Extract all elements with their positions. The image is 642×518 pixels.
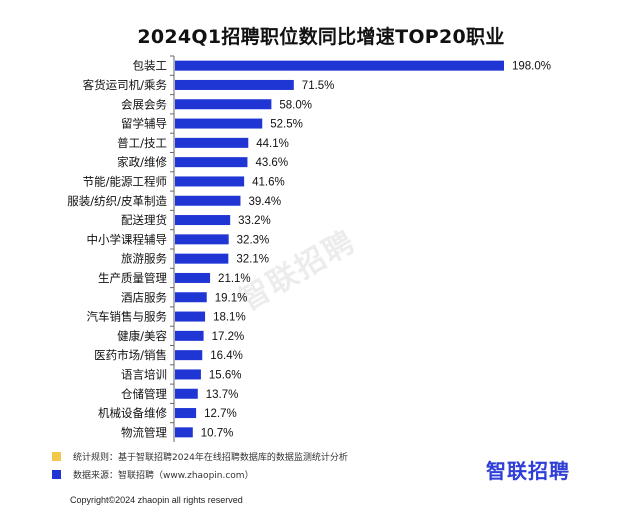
note-stat-rule-text: 统计规则：基于智联招聘2024年在线招聘数据库的数据监测统计分析 <box>73 453 348 463</box>
value-label: 17.2% <box>212 331 245 343</box>
bar <box>175 99 272 110</box>
bar <box>175 253 229 264</box>
bar <box>175 234 229 245</box>
bar <box>175 350 203 361</box>
bar <box>175 388 198 399</box>
copyright-text: Copyright©2024 zhaopin all rights reserv… <box>70 495 243 505</box>
category-label: 健康/美容 <box>117 329 167 343</box>
value-label: 13.7% <box>206 389 239 401</box>
bar <box>175 79 294 90</box>
value-label: 21.1% <box>218 273 251 285</box>
value-label: 43.6% <box>255 157 288 169</box>
value-label: 32.1% <box>236 254 269 266</box>
category-label: 仓储管理 <box>121 387 167 401</box>
bar <box>175 176 245 187</box>
category-label: 生产质量管理 <box>98 271 167 285</box>
bar <box>175 137 249 148</box>
value-label: 32.3% <box>237 234 270 246</box>
category-label: 语言培训 <box>121 367 167 381</box>
value-label: 198.0% <box>512 61 551 73</box>
note-marker-yellow <box>52 452 61 461</box>
value-label: 19.1% <box>215 292 248 304</box>
value-label: 52.5% <box>270 119 303 131</box>
category-label: 医药市场/销售 <box>94 348 167 362</box>
bar <box>175 311 206 322</box>
category-label: 物流管理 <box>121 425 167 439</box>
category-label: 节能/能源工程师 <box>83 174 167 188</box>
category-label: 家政/维修 <box>117 155 167 169</box>
note-data-source-text: 数据来源：智联招聘（www.zhaopin.com） <box>73 471 254 481</box>
bar <box>175 215 231 226</box>
category-label: 普工/技工 <box>117 136 167 150</box>
category-label: 包装工 <box>133 59 168 73</box>
value-label: 71.5% <box>302 80 335 92</box>
category-label: 会展会务 <box>121 97 167 111</box>
value-label: 39.4% <box>248 196 281 208</box>
bar <box>175 330 204 341</box>
bar <box>175 427 193 438</box>
value-label: 44.1% <box>256 138 289 150</box>
category-label: 汽车销售与服务 <box>87 310 168 324</box>
category-label: 机械设备维修 <box>98 406 167 420</box>
chart-title: 2024Q1招聘职位数同比增速TOP20职业 <box>137 26 505 48</box>
value-label: 33.2% <box>238 215 271 227</box>
bar <box>175 369 201 380</box>
value-label: 18.1% <box>213 312 246 324</box>
bar <box>175 292 207 303</box>
bar <box>175 118 263 129</box>
bar <box>175 272 211 283</box>
category-label: 旅游服务 <box>121 252 167 266</box>
bar <box>175 60 504 71</box>
category-label: 服装/纺织/皮革制造 <box>67 194 167 208</box>
value-label: 12.7% <box>204 408 237 420</box>
bar <box>175 195 241 206</box>
category-label: 配送理货 <box>121 213 167 227</box>
zhaopin-logo: 智联招聘 <box>486 459 570 483</box>
bar <box>175 408 197 419</box>
bar-chart: 包装工 198.0% 客货运司机/乘务 71.5% 会展会务 58.0% 留学辅导 52.5%… <box>67 55 551 442</box>
value-label: 41.6% <box>252 176 285 188</box>
note-marker-blue <box>52 470 61 479</box>
bar <box>175 157 248 168</box>
note-stat-rule: 统计规则：基于智联招聘2024年在线招聘数据库的数据监测统计分析 <box>52 450 348 463</box>
value-label: 16.4% <box>210 350 243 362</box>
note-data-source: 数据来源：智联招聘（www.zhaopin.com） <box>52 468 254 481</box>
value-label: 10.7% <box>201 427 234 439</box>
category-label: 酒店服务 <box>121 290 167 304</box>
value-label: 15.6% <box>209 369 242 381</box>
category-label: 中小学课程辅导 <box>87 232 168 246</box>
value-label: 58.0% <box>279 99 312 111</box>
category-label: 客货运司机/乘务 <box>83 78 168 92</box>
category-label: 留学辅导 <box>121 117 167 131</box>
